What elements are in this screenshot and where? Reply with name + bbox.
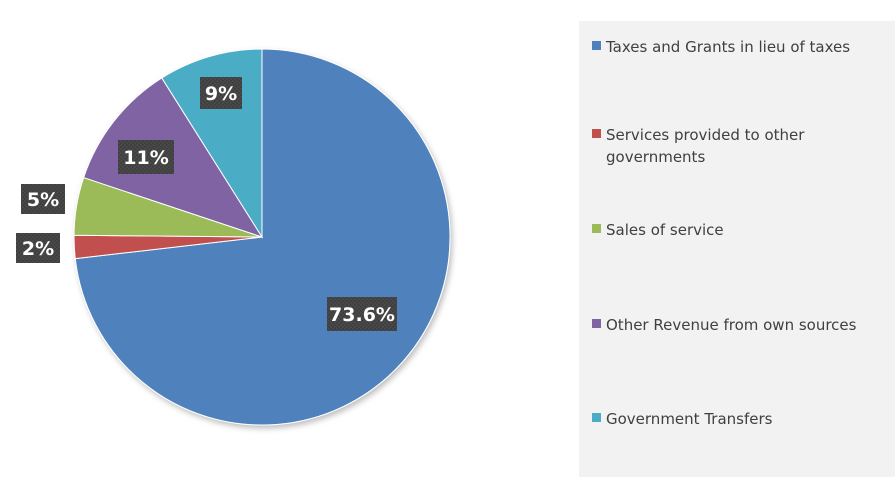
pie-slices [73,48,451,426]
pie-chart-svg: 73.6% 2% 5% 11% 9% [16,48,451,426]
legend-item-taxes[interactable]: Taxes and Grants in lieu of taxes [592,36,892,58]
legend-swatch-government-transfers [592,413,601,422]
data-label-taxes: 73.6% [327,297,397,331]
data-label-text-other-revenue: 11% [123,147,168,169]
legend-label-other-revenue: Other Revenue from own sources [606,316,857,334]
legend-swatch-taxes [592,41,601,50]
legend-swatch-sales [592,224,601,233]
legend-label-taxes: Taxes and Grants in lieu of taxes [606,38,851,56]
data-label-text-sales: 5% [27,189,59,211]
data-label-text-taxes: 73.6% [329,304,395,326]
data-label-text-government-transfers: 9% [205,83,237,105]
data-label-text-services: 2% [22,238,54,260]
legend: Taxes and Grants in lieu of taxes Servic… [579,21,895,477]
legend-label-services: Services provided to other governments [606,126,805,166]
pie-data-labels: 73.6% 2% 5% 11% 9% [16,77,397,331]
legend-swatch-other-revenue [592,319,601,328]
data-label-services: 2% [16,233,60,263]
data-label-box-government-transfers [200,77,242,109]
legend-label-sales: Sales of service [606,221,724,239]
data-label-box-other-revenue [118,140,174,174]
data-label-box-sales [21,184,65,214]
legend-swatch-services [592,129,601,138]
data-label-box-services [16,233,60,263]
data-label-government-transfers: 9% [200,77,242,109]
legend-item-services[interactable]: Services provided to other governments [592,124,892,168]
pie-chart: 73.6% 2% 5% 11% 9% [16,48,451,426]
legend-label-government-transfers: Government Transfers [606,410,773,428]
legend-item-sales[interactable]: Sales of service [592,219,892,241]
data-label-sales: 5% [21,184,65,214]
legend-item-other-revenue[interactable]: Other Revenue from own sources [592,314,892,336]
legend-item-government-transfers[interactable]: Government Transfers [592,408,892,430]
data-label-box-taxes [327,297,397,331]
data-label-other-revenue: 11% [118,140,174,174]
